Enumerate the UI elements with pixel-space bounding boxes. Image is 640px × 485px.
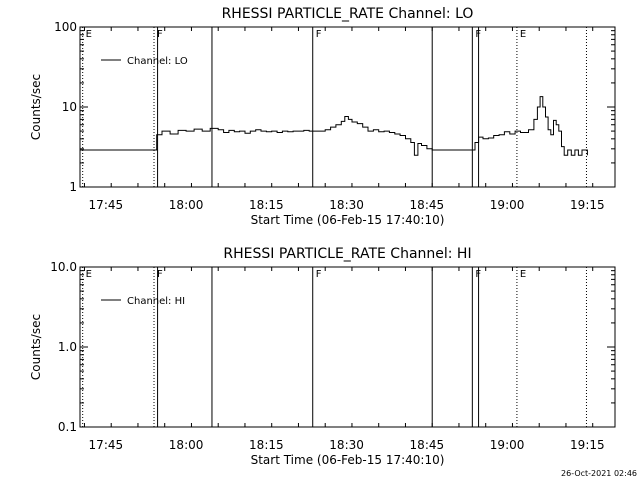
x-tick-label: 19:00 [490,438,525,452]
y-tick-label: 100 [54,20,77,34]
y-axis-label: Counts/sec [29,314,43,380]
chart-panel-1: RHESSI PARTICLE_RATE Channel: LO Counts/s… [29,6,616,227]
x-tick-label: 18:45 [410,438,445,452]
x-tick-label: 18:30 [329,198,364,212]
x-axis-label: Start Time (06-Feb-15 17:40:10) [251,213,445,227]
y-axis-label: Counts/sec [29,74,43,140]
x-tick-label: 18:45 [410,198,445,212]
x-tick-label: 17:45 [89,198,124,212]
y-tick-label: 10.0 [50,260,77,274]
x-tick-label: 18:15 [249,198,284,212]
x-tick-label: 18:00 [169,438,204,452]
event-label: F [316,29,322,40]
x-tick-label: 18:30 [329,438,364,452]
x-tick-label: 19:15 [570,438,605,452]
y-tick-label: 1 [69,180,77,194]
x-tick-label: 19:00 [490,198,525,212]
chart-title: RHESSI PARTICLE_RATE Channel: LO [222,6,474,22]
event-label: E [86,29,92,40]
legend-entry: Channel: HI [127,296,185,307]
series-line [80,96,588,156]
chart-title: RHESSI PARTICLE_RATE Channel: HI [223,246,471,262]
event-label: E [520,269,526,280]
y-tick-label: 10 [62,100,77,114]
event-label: E [520,29,526,40]
event-label: F [157,29,163,40]
x-tick-label: 18:00 [169,198,204,212]
x-tick-label: 17:45 [89,438,124,452]
x-axis-label: Start Time (06-Feb-15 17:40:10) [251,453,445,467]
x-tick-label: 18:15 [249,438,284,452]
y-tick-label: 0.1 [58,420,77,434]
event-label: E [86,269,92,280]
chart-panel-2: RHESSI PARTICLE_RATE Channel: HI Counts/s… [29,246,616,467]
x-tick-label: 19:15 [570,198,605,212]
event-label: F [316,269,322,280]
y-tick-label: 1.0 [58,340,77,354]
event-label: F [157,269,163,280]
legend-entry: Channel: LO [127,56,188,67]
